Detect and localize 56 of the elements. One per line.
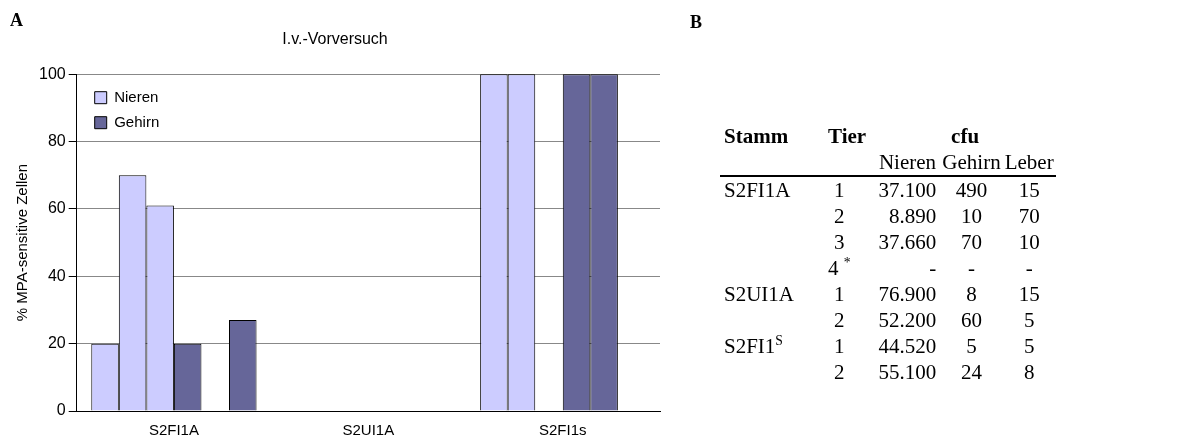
text: 15 <box>1018 178 1040 202</box>
text: - <box>1025 256 1033 280</box>
y-tick-label: 0 <box>56 401 66 419</box>
category-label: 3 <box>834 230 845 254</box>
text: 60 <box>961 308 982 332</box>
category-label: S2FI1A <box>724 178 791 202</box>
y-tick-label: 40 <box>47 266 66 284</box>
y-tick-label: 80 <box>47 131 66 149</box>
category-label: 1 <box>834 334 845 358</box>
text: 37.660 <box>878 230 937 254</box>
text: Tier <box>827 123 868 149</box>
category-label: Nieren <box>877 149 938 176</box>
text: 24 <box>961 360 982 384</box>
text: 55.100 <box>878 360 937 384</box>
y-tick-label: 60 <box>47 199 66 217</box>
legend-label: Nieren <box>114 87 159 105</box>
text: 10 <box>961 204 982 228</box>
category-label: 2 <box>834 308 845 332</box>
text: 8.890 <box>889 204 937 228</box>
text: B <box>690 12 703 33</box>
text: 5 <box>1023 308 1035 332</box>
category-label: Leber <box>1003 149 1055 176</box>
text: 76.900 <box>878 282 937 306</box>
text: 10 <box>1018 230 1040 254</box>
category-label: 1 <box>834 178 845 202</box>
y-tick-label: 20 <box>47 334 66 352</box>
category-label: 4 $^{*}$ <box>828 255 851 280</box>
text: 44.520 <box>878 334 937 358</box>
text: 70 <box>961 230 982 254</box>
text: 8 <box>966 282 977 306</box>
x-tick-label: S2FI1A <box>148 421 199 439</box>
category-label: Gehirn <box>941 149 1002 176</box>
text: 5 <box>966 334 977 358</box>
category-label: 1 <box>834 282 845 306</box>
text: 15 <box>1018 282 1040 306</box>
legend-label: Gehirn <box>114 112 160 130</box>
category-label: S2UI1A <box>724 282 795 306</box>
text: A <box>10 9 23 30</box>
category-label: S2FI1$^{S}$ <box>724 333 783 358</box>
text: 37.100 <box>878 178 937 202</box>
category-label: 2 <box>834 360 845 384</box>
text: 70 <box>1018 204 1040 228</box>
x-tick-label: S2UI1A <box>342 421 395 439</box>
text: - <box>929 256 937 280</box>
text: 490 <box>955 178 988 202</box>
y-axis-title: % MPA-sensitive Zellen <box>13 163 31 322</box>
text: Stamm <box>723 123 790 149</box>
category-label: 2 <box>834 204 845 228</box>
text: 5 <box>1023 334 1035 358</box>
text: 8 <box>1023 360 1035 384</box>
y-tick-label: 100 <box>38 64 66 82</box>
text: - <box>968 256 975 280</box>
text: 52.200 <box>878 308 937 332</box>
x-tick-label: S2FI1s <box>539 421 587 439</box>
chart-title: I.v.-Vorversuch <box>282 30 388 48</box>
text: cfu <box>950 123 981 149</box>
